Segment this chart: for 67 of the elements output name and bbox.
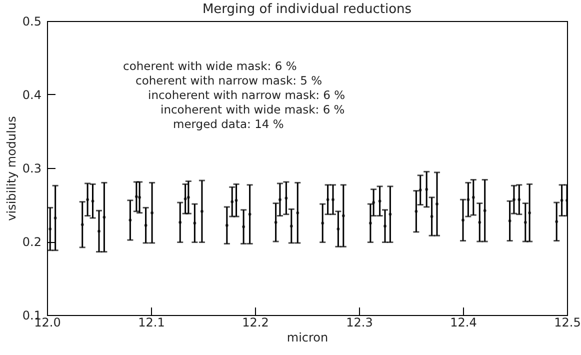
point: [274, 220, 278, 224]
annotation: coherent with narrow mask: 5 %: [136, 74, 322, 88]
point: [425, 188, 428, 191]
point: [372, 201, 376, 204]
point: [466, 198, 470, 202]
point: [225, 224, 228, 227]
point: [230, 200, 234, 204]
x-tick-label: 12.3: [346, 316, 373, 330]
x-tick-label: 12.2: [242, 316, 269, 330]
point: [98, 230, 100, 233]
point: [193, 222, 196, 225]
y-tick-label: 0.2: [22, 235, 42, 249]
point: [418, 188, 422, 192]
point: [290, 224, 293, 228]
point: [144, 224, 148, 227]
point: [150, 211, 154, 214]
point: [336, 228, 340, 230]
point: [102, 216, 106, 219]
point: [128, 218, 132, 222]
point: [278, 198, 282, 202]
point: [248, 212, 252, 216]
annotation: merged data: 14 %: [173, 117, 284, 131]
point: [528, 211, 532, 214]
point: [524, 220, 527, 224]
annotation: incoherent with wide mask: 6 %: [160, 102, 345, 116]
point: [242, 225, 246, 228]
point: [478, 220, 482, 224]
point: [414, 210, 418, 213]
annotation: coherent with wide mask: 6 %: [123, 59, 297, 73]
point: [342, 214, 345, 218]
point: [321, 222, 324, 225]
point: [186, 196, 190, 199]
point: [86, 198, 90, 202]
point: [184, 197, 187, 200]
x-tick-label: 12.5: [554, 316, 581, 330]
x-axis-title: micron: [286, 330, 328, 344]
y-tick-label: 0.3: [22, 162, 42, 176]
point: [378, 200, 382, 203]
point: [80, 223, 84, 226]
point: [483, 209, 486, 212]
point: [512, 198, 516, 202]
annotation: incoherent with narrow mask: 6 %: [148, 88, 346, 102]
point: [54, 216, 57, 220]
point: [178, 220, 182, 224]
chart-title: Merging of individual reductions: [202, 2, 412, 17]
point: [134, 195, 138, 198]
point: [284, 196, 288, 200]
point: [368, 222, 372, 225]
point: [326, 198, 330, 202]
point: [48, 228, 52, 230]
y-tick-label: 0.4: [22, 88, 42, 102]
point: [430, 215, 434, 218]
point: [472, 196, 475, 199]
point: [518, 198, 521, 202]
point: [234, 198, 238, 202]
point: [508, 219, 512, 222]
y-axis-title: visibility modulus: [4, 116, 18, 221]
point: [200, 210, 204, 213]
y-tick-label: 0.5: [22, 14, 42, 28]
point: [138, 196, 142, 199]
x-tick-label: 12.1: [138, 316, 165, 330]
point: [388, 212, 392, 216]
x-tick-label: 12.4: [450, 316, 477, 330]
point: [296, 211, 300, 214]
point: [555, 220, 558, 224]
point: [560, 198, 564, 202]
point: [91, 200, 94, 203]
